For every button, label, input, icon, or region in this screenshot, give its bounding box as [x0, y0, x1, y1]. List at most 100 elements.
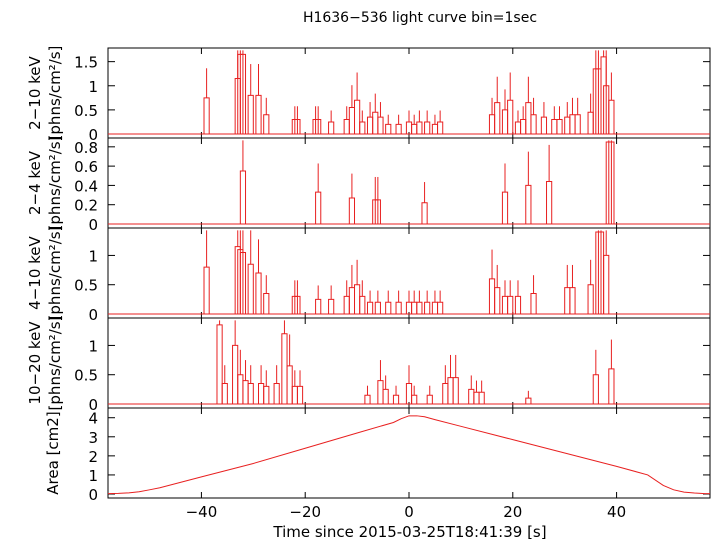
y-tick-label: 0.4 — [74, 177, 98, 195]
light-curve-bin — [359, 295, 366, 314]
light-curve-bin — [411, 301, 418, 314]
y-axis-label: 4−10 keV — [26, 235, 44, 309]
light-curve-bin — [315, 298, 322, 314]
light-curve-bin — [232, 344, 239, 404]
light-curve-bin — [377, 380, 384, 404]
light-curve-bin — [382, 388, 389, 404]
light-curve-bin — [574, 114, 581, 134]
x-tick-label: 40 — [607, 503, 626, 521]
light-curve-bin — [328, 121, 335, 134]
light-curve-bin — [348, 106, 356, 134]
light-curve-bin — [488, 278, 496, 314]
light-curve-bin — [359, 121, 366, 134]
light-curve-bin — [514, 121, 522, 134]
y-tick-label: 0.5 — [74, 102, 98, 120]
light-curve-bin — [221, 383, 228, 404]
light-curve-bin — [447, 377, 454, 404]
x-tick-label: −20 — [289, 503, 321, 521]
y-axis-unit-label: [phns/cm²/s] — [46, 226, 64, 321]
light-curve-bin — [569, 114, 576, 134]
panel-frame — [107, 137, 711, 229]
light-curve-bin — [501, 191, 509, 224]
light-curve-bin — [556, 119, 563, 134]
y-tick-label: 0.2 — [74, 197, 98, 215]
light-curve-bin — [328, 298, 335, 314]
light-curve-bin — [354, 99, 361, 134]
light-curve-bin — [564, 287, 571, 314]
light-curve-bin — [520, 119, 527, 134]
y-axis-label: 2−10 keV — [26, 55, 44, 129]
light-curve-bin — [348, 197, 356, 224]
light-curve-bin — [416, 121, 423, 134]
x-tick-label: 0 — [404, 503, 414, 521]
y-tick-label: 0.6 — [74, 158, 98, 176]
light-curve-bin — [603, 254, 610, 314]
light-curve-bin — [546, 181, 553, 224]
chart-title: H1636−536 light curve bin=1sec — [303, 10, 537, 26]
light-curve-bin — [569, 287, 576, 314]
light-curve-bin — [478, 391, 485, 404]
light-curve-bin — [411, 123, 418, 134]
light-curve-bin — [291, 385, 298, 404]
light-curve-bin — [530, 293, 537, 314]
light-curve-bin — [247, 94, 254, 134]
y-tick-label: 1 — [88, 467, 98, 485]
light-curve-bin — [216, 324, 223, 404]
x-tick-label: 20 — [503, 503, 522, 521]
y-tick-label: 2 — [88, 448, 98, 466]
light-curve-bin — [608, 368, 615, 404]
light-curve-bin — [343, 295, 350, 314]
y-axis-unit-label: [phns/cm²/s] — [46, 316, 64, 411]
light-curve-bin — [377, 116, 384, 134]
light-curve-bin — [392, 394, 400, 404]
light-curve-bin — [242, 380, 249, 404]
light-curve-bin — [364, 394, 371, 404]
light-curve-bin — [372, 111, 379, 134]
light-curve-bin — [431, 123, 439, 134]
light-curve-bin — [437, 121, 444, 134]
light-curve-bin — [424, 301, 431, 314]
y-axis-unit-label: [phns/cm²/s] — [46, 136, 64, 231]
light-curve-bin — [239, 170, 247, 224]
light-curve-bin — [452, 377, 459, 404]
panel-frame — [107, 227, 711, 319]
light-curve-bin — [587, 284, 594, 314]
y-tick-label: 0 — [88, 486, 98, 504]
light-curve-bin — [258, 383, 265, 404]
light-curve-bin — [354, 284, 361, 314]
x-axis-label: Time since 2015-03-25T18:41:39 [s] — [272, 523, 546, 541]
y-tick-label: 0 — [88, 306, 98, 324]
light-curve-bin — [494, 287, 501, 314]
y-axis-unit-label: [phns/cm²/s] — [46, 46, 64, 141]
light-curve-bin — [592, 374, 599, 404]
light-curve-bin — [273, 383, 280, 404]
light-curve-bin — [237, 374, 244, 404]
light-curve-bin — [203, 266, 210, 314]
light-curve-bin — [494, 102, 501, 134]
panel-frame — [107, 317, 711, 409]
y-tick-label: 1 — [88, 78, 98, 96]
effective-area-curve — [107, 415, 710, 495]
light-curve-bin — [203, 97, 210, 134]
light-curve-bin — [437, 301, 444, 314]
panel-frame — [107, 407, 711, 499]
light-curve-bin — [501, 109, 509, 134]
light-curve-bin — [431, 301, 439, 314]
y-axis-label: Area [cm2] — [44, 411, 62, 494]
y-tick-label: 0 — [88, 126, 98, 144]
light-curve-bin — [507, 295, 514, 314]
light-curve-bin — [424, 121, 431, 134]
y-tick-label: 4 — [88, 410, 98, 428]
light-curve-bin — [255, 272, 262, 314]
light-curve-bin — [468, 388, 475, 404]
light-curve-bin — [514, 295, 522, 314]
light-curve-bin — [501, 295, 509, 314]
light-curve-bin — [263, 293, 270, 314]
y-tick-label: 1.5 — [74, 54, 98, 72]
light-curve-bin — [348, 287, 356, 314]
x-tick-label: −40 — [186, 503, 218, 521]
light-curve-bin — [374, 301, 381, 314]
light-curve-bin — [281, 333, 288, 404]
light-curve-bin — [255, 94, 262, 134]
